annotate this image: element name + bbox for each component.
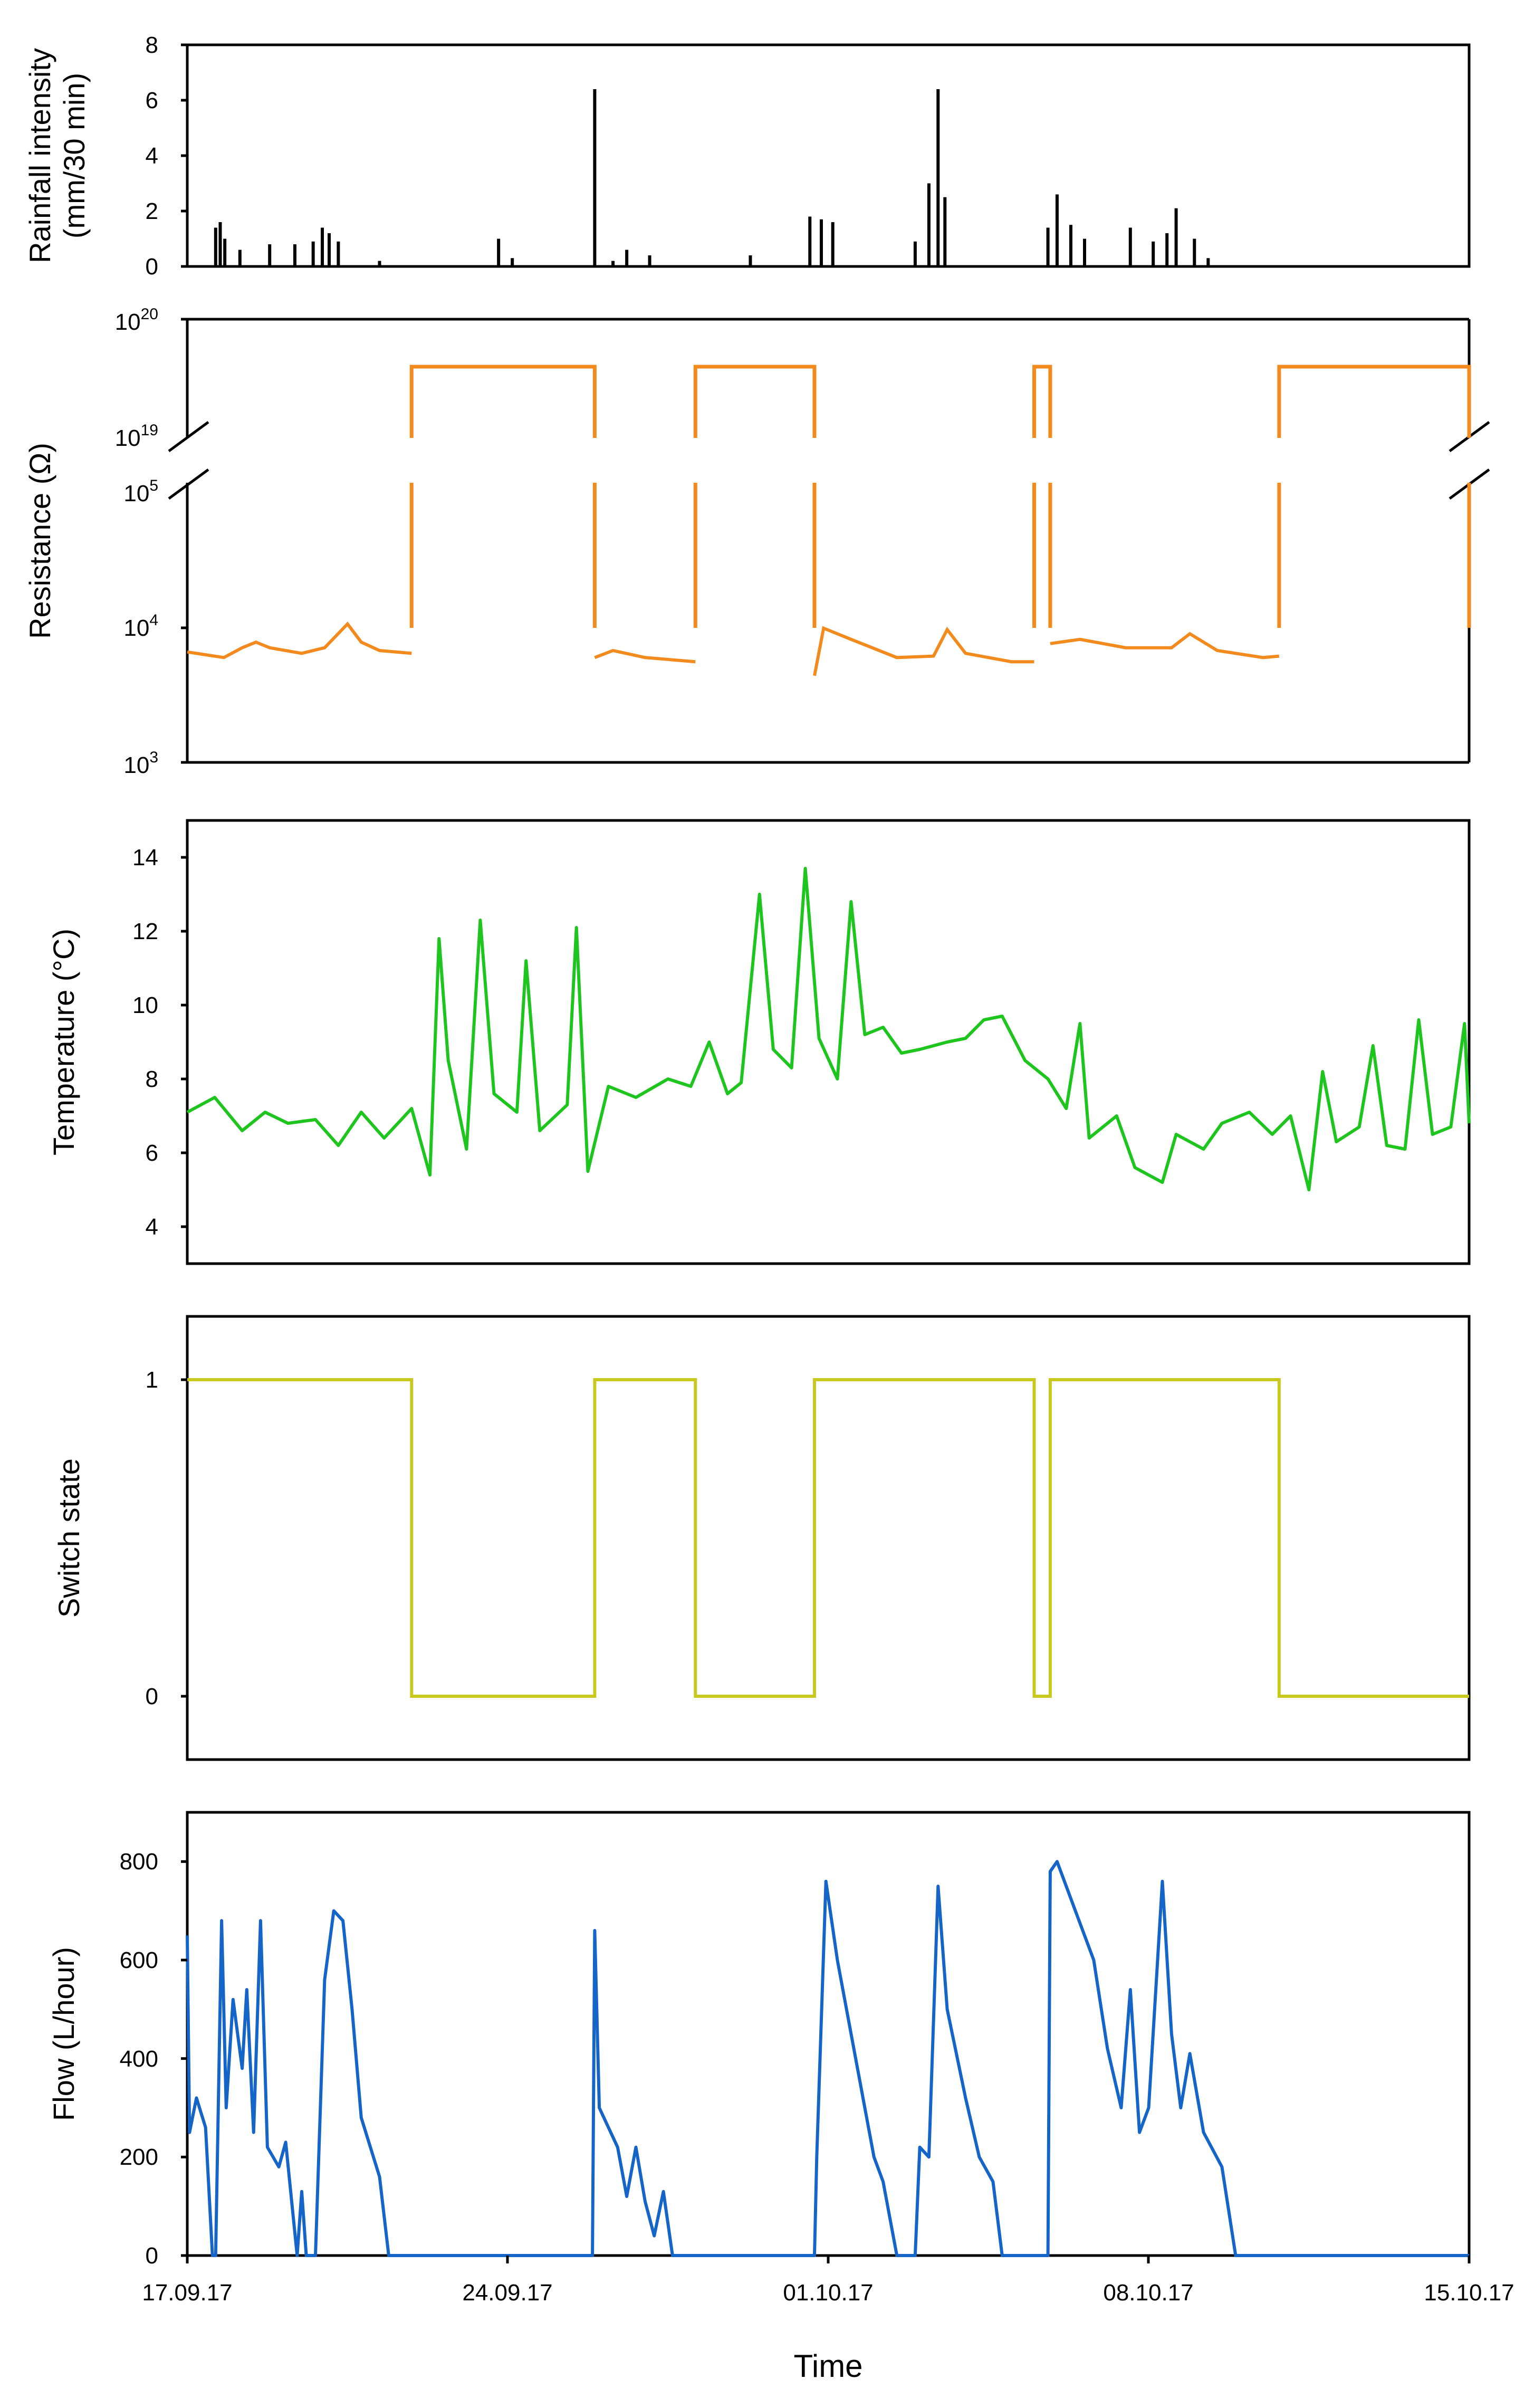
- temp-tick-6: 6: [146, 1140, 158, 1166]
- x-tick-01-10: 01.10.17: [783, 2280, 873, 2306]
- rainfall-ylabel-line2: (mm/30 min): [57, 73, 91, 238]
- rain-bar-12: [511, 258, 514, 266]
- res-tick-1e4: 104: [123, 611, 158, 641]
- resistance-open-line: [409, 365, 1471, 628]
- rain-bar-18: [808, 216, 812, 266]
- flow-tick-0: 0: [146, 2243, 158, 2269]
- rain-bar-7: [321, 227, 324, 266]
- flow-y-ticks: 0 200 400 600 800: [120, 1849, 158, 2269]
- rain-bar-21: [913, 241, 917, 266]
- rain-bar-8: [328, 233, 331, 266]
- rain-bar-19: [819, 219, 823, 266]
- x-tick-17-09: 17.09.17: [142, 2280, 232, 2306]
- x-tick-08-10: 08.10.17: [1103, 2280, 1193, 2306]
- axis-break-left: [168, 421, 209, 500]
- temp-tick-12: 12: [132, 919, 158, 944]
- rain-bar-9: [337, 241, 340, 266]
- res-tick-1e3: 103: [123, 749, 158, 778]
- rain-bar-24: [943, 197, 947, 266]
- switch-ylabel: Switch state: [52, 1458, 85, 1618]
- x-tick-24-09: 24.09.17: [462, 2280, 552, 2306]
- rain-bar-2: [223, 238, 227, 266]
- switch-y-ticks: 0 1: [146, 1367, 187, 1709]
- temperature-panel: 4 6 8 10 12 14 Temperature (°C): [47, 819, 1471, 1265]
- res-tick-1e19: 1019: [115, 422, 158, 451]
- x-axis-label: Time: [793, 2348, 862, 2384]
- temperature-y-ticks: 4 6 8 10 12 14: [132, 845, 187, 1240]
- flow-tick-400: 400: [120, 2046, 158, 2072]
- rain-bar-22: [927, 183, 931, 266]
- rain-bar-5: [293, 244, 296, 266]
- temp-tick-10: 10: [132, 992, 158, 1018]
- switch-tick-1: 1: [146, 1367, 158, 1393]
- rain-bar-25: [1046, 227, 1050, 266]
- rain-bar-13: [593, 89, 597, 266]
- rain-tick-8: 8: [146, 32, 158, 58]
- rain-bar-14: [611, 261, 615, 266]
- rain-bar-23: [936, 89, 940, 266]
- rain-bar-15: [625, 250, 629, 266]
- resistance-panel: 1020 1019 105 104 103 Resistance (Ω): [23, 305, 1490, 778]
- rain-bar-31: [1165, 233, 1169, 266]
- rain-tick-0: 0: [146, 254, 158, 280]
- switch-panel: 0 1 Switch state: [52, 1315, 1471, 1761]
- res-tick-1e5: 105: [123, 477, 158, 507]
- rain-bar-34: [1206, 258, 1210, 266]
- rainfall-panel: 0 2 4 6 8 Rainfall intensity (mm/30 min): [23, 32, 1471, 280]
- temperature-ylabel: Temperature (°C): [47, 929, 80, 1155]
- rain-bar-11: [497, 238, 501, 266]
- rain-bar-29: [1128, 227, 1132, 266]
- flow-tick-200: 200: [120, 2144, 158, 2170]
- rain-bar-30: [1152, 241, 1155, 266]
- x-tick-15-10: 15.10.17: [1424, 2280, 1514, 2306]
- resistance-ylabel: Resistance (Ω): [23, 443, 56, 639]
- temperature-line: [186, 867, 1471, 1191]
- flow-panel: 0 200 400 600 800 17.09.17 24.09.17 01.1…: [47, 1811, 1514, 2384]
- switch-frame: [186, 1315, 1471, 1761]
- rain-bar-17: [749, 255, 752, 266]
- temp-tick-14: 14: [132, 845, 158, 871]
- flow-line: [186, 1860, 1469, 2257]
- flow-ylabel: Flow (L/hour): [47, 1947, 80, 2121]
- rain-bar-27: [1069, 225, 1072, 266]
- rain-bar-32: [1174, 208, 1178, 266]
- switch-tick-0: 0: [146, 1684, 158, 1709]
- res-tick-1e20: 1020: [115, 305, 158, 335]
- x-axis-ticks: 17.09.17 24.09.17 01.10.17 08.10.17 15.1…: [142, 2256, 1514, 2306]
- rainfall-frame: [186, 43, 1471, 268]
- rainfall-bars: [214, 89, 1210, 266]
- rain-tick-4: 4: [146, 143, 158, 169]
- temp-tick-8: 8: [146, 1066, 158, 1092]
- rainfall-y-ticks: 0 2 4 6 8: [146, 32, 187, 280]
- temp-tick-4: 4: [146, 1214, 158, 1240]
- rain-tick-2: 2: [146, 198, 158, 224]
- rainfall-ylabel-line1: Rainfall intensity: [23, 48, 56, 263]
- rain-bar-6: [311, 241, 315, 266]
- resistance-y-ticks: 1020 1019 105 104 103: [115, 305, 187, 778]
- rain-bar-3: [238, 250, 242, 266]
- rain-tick-6: 6: [146, 88, 158, 113]
- flow-tick-600: 600: [120, 1947, 158, 1973]
- rain-bar-26: [1055, 194, 1059, 266]
- rain-bar-10: [378, 261, 381, 266]
- flow-tick-800: 800: [120, 1849, 158, 1875]
- temperature-frame: [186, 819, 1471, 1265]
- rain-bar-1: [218, 222, 222, 266]
- rain-bar-0: [214, 227, 217, 266]
- switch-line: [187, 1378, 1469, 1698]
- rain-bar-16: [648, 255, 651, 266]
- rain-bar-20: [831, 222, 835, 266]
- rain-bar-28: [1083, 238, 1086, 266]
- rain-bar-33: [1193, 238, 1196, 266]
- resistance-line: [187, 621, 1280, 676]
- rain-bar-4: [268, 244, 272, 266]
